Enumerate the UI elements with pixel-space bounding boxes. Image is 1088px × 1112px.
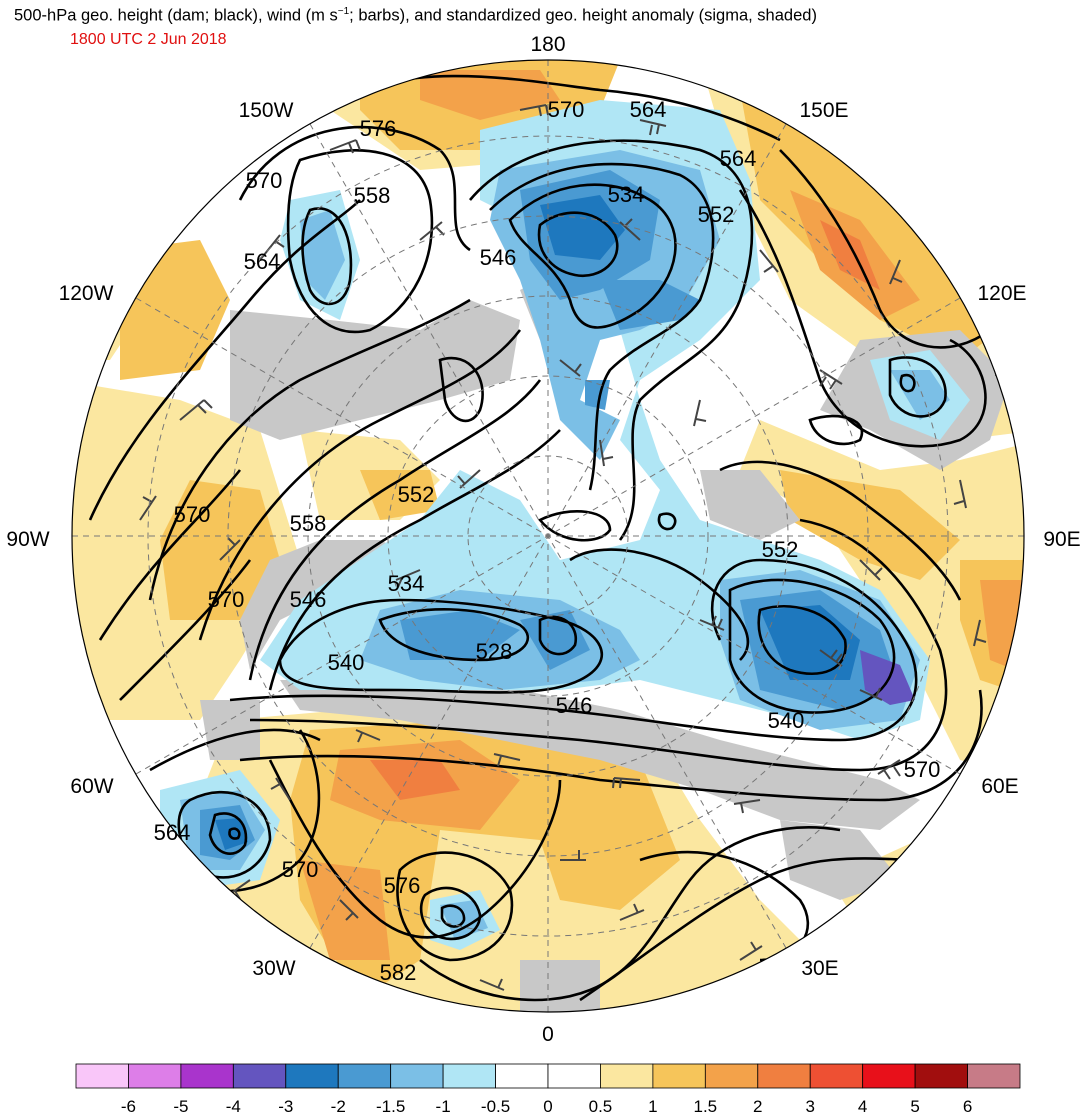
colorbar-swatch <box>128 1063 182 1089</box>
colorbar-swatch <box>547 1063 601 1089</box>
longitude-label-90e: 90E <box>1043 528 1080 551</box>
colorbar-tick-label: -6 <box>121 1097 136 1112</box>
colorbar-tick-label: -3 <box>278 1097 293 1112</box>
colorbar-tick-label: 2 <box>753 1097 762 1112</box>
colorbar: -6 -5 -4 -3 -2 -1.5 -1 -0.5 0 0.5 1 1.5 2 3 4 5 6 <box>75 1063 1021 1112</box>
colorbar-tick-label: -1.5 <box>376 1097 405 1112</box>
contour-label: 546 <box>480 245 517 270</box>
colorbar-swatch <box>232 1063 287 1089</box>
contour-label: 552 <box>698 202 735 227</box>
colorbar-swatch <box>495 1063 549 1089</box>
longitude-label-30w: 30W <box>252 957 295 980</box>
colorbar-swatch <box>75 1063 129 1089</box>
map-border <box>71 59 1025 1013</box>
contour-label: 558 <box>290 511 327 536</box>
longitude-label-150w: 150W <box>239 99 294 122</box>
contour-label: 570 <box>174 502 211 527</box>
colorbar-swatch <box>442 1063 496 1089</box>
longitude-label-120w: 120W <box>59 282 114 305</box>
colorbar-swatch <box>285 1063 339 1089</box>
longitude-label-120e: 120E <box>977 282 1026 305</box>
colorbar-tick-label: 3 <box>805 1097 814 1112</box>
colorbar-swatch <box>757 1063 811 1089</box>
longitude-label-90w: 90W <box>6 528 49 551</box>
colorbar-tick-label: -0.5 <box>481 1097 510 1112</box>
contour-label: 564 <box>154 820 191 845</box>
graticule <box>72 60 1024 1012</box>
colorbar-tick-label: 1 <box>648 1097 657 1112</box>
contour-label: 570 <box>246 168 283 193</box>
contour-label: 540 <box>328 650 365 675</box>
contour-label: 582 <box>380 960 417 985</box>
colorbar-swatch <box>390 1063 444 1089</box>
contour-label: 534 <box>608 182 645 207</box>
chart-title: 500-hPa geo. height (dam; black), wind (… <box>14 6 817 25</box>
contour-label: 546 <box>556 693 593 718</box>
colorbar-tick-label: -5 <box>173 1097 188 1112</box>
contour-label: 540 <box>768 708 805 733</box>
contour-label: 570 <box>282 857 319 882</box>
contour-label: 570 <box>208 587 245 612</box>
colorbar-tick-label: 0 <box>543 1097 552 1112</box>
contour-label: 564 <box>244 249 281 274</box>
colorbar-swatch <box>914 1063 968 1089</box>
height-contours <box>88 74 991 1002</box>
colorbar-swatch <box>704 1063 759 1089</box>
valid-time-label: 1800 UTC 2 Jun 2018 <box>70 31 227 48</box>
longitude-label-60w: 60W <box>70 775 113 798</box>
longitude-label-30e: 30E <box>801 957 838 980</box>
wind-barbs <box>119 104 1008 991</box>
contour-label: 570 <box>904 757 941 782</box>
map-disk <box>72 60 1024 1012</box>
colorbar-tick-label: -4 <box>226 1097 241 1112</box>
contour-label: 528 <box>476 639 513 664</box>
contour-label: 564 <box>720 146 757 171</box>
contour-label-group: 570 564 576 564 552 534 558 570 546 564 … <box>154 97 941 985</box>
contour-label: 552 <box>398 482 435 507</box>
colorbar-swatch <box>862 1063 916 1089</box>
longitude-label-180: 180 <box>530 33 565 56</box>
contour-label: 576 <box>384 873 421 898</box>
contour-label: 570 <box>548 97 585 122</box>
contour-label: 534 <box>388 571 425 596</box>
colorbar-swatch <box>652 1063 706 1089</box>
colorbar-tick-label: -2 <box>331 1097 346 1112</box>
contour-label: 564 <box>630 97 667 122</box>
contour-label: 552 <box>762 537 799 562</box>
colorbar-swatch <box>337 1063 392 1089</box>
colorbar-tick-label: -1 <box>436 1097 451 1112</box>
colorbar-swatch <box>809 1063 864 1089</box>
longitude-label-150e: 150E <box>799 99 848 122</box>
colorbar-swatch <box>967 1063 1021 1089</box>
contour-label: 558 <box>354 183 391 208</box>
colorbar-tick-label: 4 <box>858 1097 867 1112</box>
colorbar-tick-label: 6 <box>963 1097 972 1112</box>
colorbar-tick-label: 5 <box>910 1097 919 1112</box>
colorbar-swatch <box>180 1063 234 1089</box>
colorbar-swatch <box>600 1063 654 1089</box>
longitude-label-0: 0 <box>542 1023 554 1046</box>
longitude-label-60e: 60E <box>981 775 1018 798</box>
contour-label: 546 <box>290 587 327 612</box>
longitude-label-group: 180 150E 120E 90E 60E 30E 0 30W 60W 90W … <box>6 33 1080 1046</box>
colorbar-tick-label: 0.5 <box>589 1097 613 1112</box>
contour-label: 576 <box>360 116 397 141</box>
colorbar-tick-label: 1.5 <box>694 1097 718 1112</box>
